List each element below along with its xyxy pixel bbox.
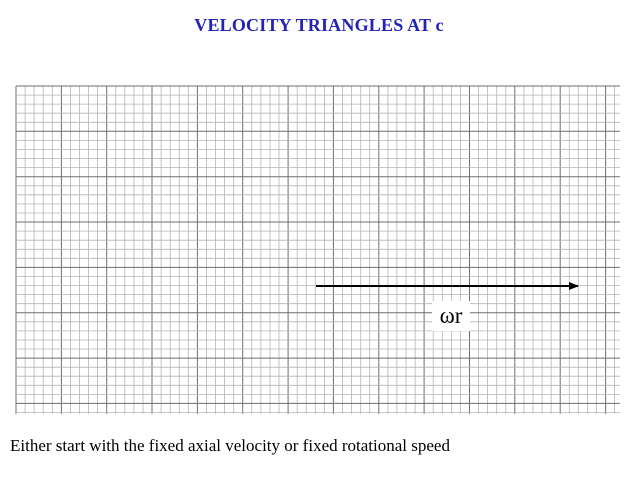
- omega-r-label: ωr: [432, 301, 470, 331]
- slide-title: VELOCITY TRIANGLES AT c: [194, 15, 444, 35]
- slide-caption: Either start with the fixed axial veloci…: [10, 436, 450, 455]
- grid-lines: [15, 85, 620, 414]
